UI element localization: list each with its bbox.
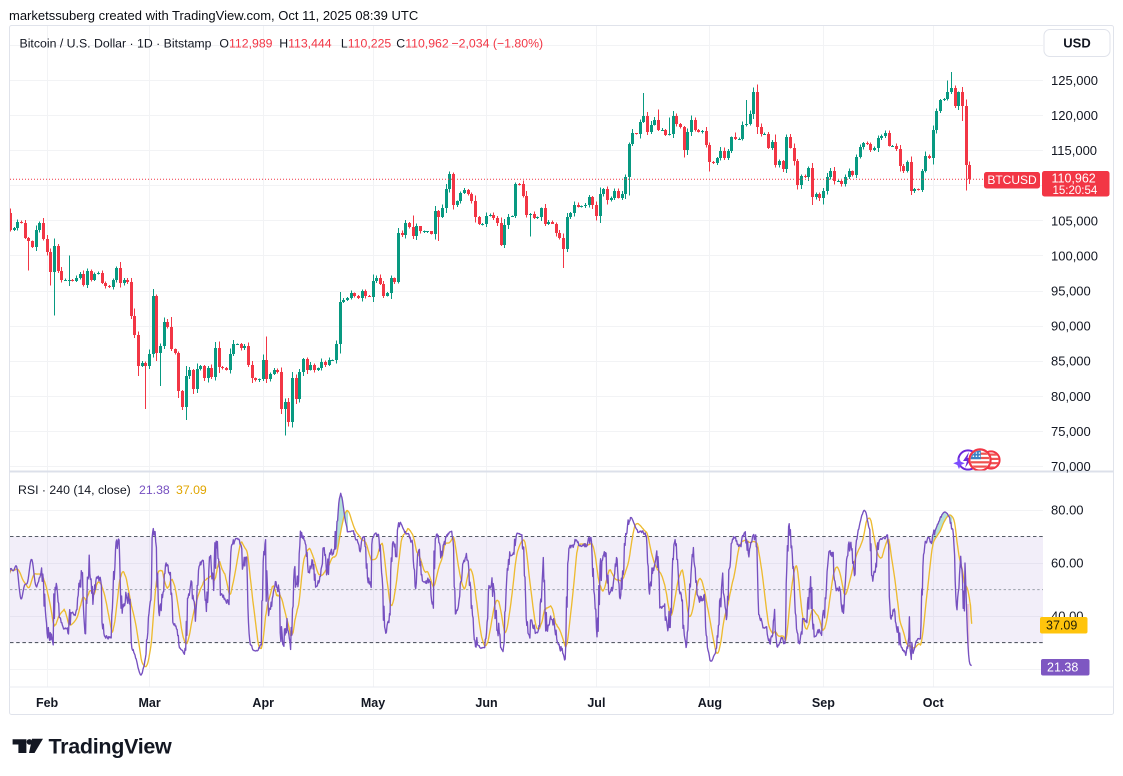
svg-text:marketssuberg created with Tra: marketssuberg created with TradingView.c… [9, 8, 418, 23]
svg-text:Bitcoin / U.S. Dollar · 1D · B: Bitcoin / U.S. Dollar · 1D · Bitstamp [20, 36, 212, 50]
svg-text:Sep: Sep [812, 696, 835, 710]
svg-text:37.09: 37.09 [1046, 619, 1077, 633]
svg-text:70,000: 70,000 [1051, 459, 1091, 474]
svg-text:80,000: 80,000 [1051, 389, 1091, 404]
svg-text:Apr: Apr [252, 696, 274, 710]
svg-text:C110,962: C110,962 [396, 36, 449, 50]
svg-text:21.38: 21.38 [1047, 661, 1078, 675]
svg-text:105,000: 105,000 [1051, 213, 1098, 228]
svg-text:H113,444: H113,444 [279, 36, 332, 50]
svg-text:Jul: Jul [587, 696, 605, 710]
svg-text:TradingView: TradingView [49, 734, 173, 758]
svg-text:Aug: Aug [698, 696, 722, 710]
svg-text:L110,225: L110,225 [341, 36, 392, 50]
svg-text:100,000: 100,000 [1051, 249, 1098, 264]
svg-text:60.00: 60.00 [1051, 556, 1084, 571]
svg-text:85,000: 85,000 [1051, 354, 1091, 369]
svg-text:Jun: Jun [475, 696, 497, 710]
svg-text:O112,989: O112,989 [219, 36, 272, 50]
svg-text:Mar: Mar [138, 696, 160, 710]
svg-text:RSI · 240 (14, close): RSI · 240 (14, close) [18, 483, 131, 497]
svg-text:−2,034 (−1.80%): −2,034 (−1.80%) [452, 36, 544, 50]
svg-text:115,000: 115,000 [1051, 143, 1097, 158]
svg-text:120,000: 120,000 [1051, 108, 1098, 123]
svg-text:21.38: 21.38 [139, 483, 170, 497]
svg-text:80.00: 80.00 [1051, 503, 1084, 518]
svg-text:USD: USD [1063, 36, 1090, 51]
svg-text:95,000: 95,000 [1051, 284, 1091, 299]
svg-text:110,962: 110,962 [1052, 172, 1096, 186]
svg-text:Oct: Oct [923, 696, 945, 710]
svg-text:May: May [361, 696, 385, 710]
svg-text:15:20:54: 15:20:54 [1053, 185, 1098, 197]
svg-text:BTCUSD: BTCUSD [987, 173, 1037, 187]
svg-text:90,000: 90,000 [1051, 319, 1091, 334]
svg-text:37.09: 37.09 [176, 483, 207, 497]
svg-text:125,000: 125,000 [1051, 73, 1098, 88]
svg-text:75,000: 75,000 [1051, 424, 1091, 439]
svg-text:Feb: Feb [36, 696, 59, 710]
